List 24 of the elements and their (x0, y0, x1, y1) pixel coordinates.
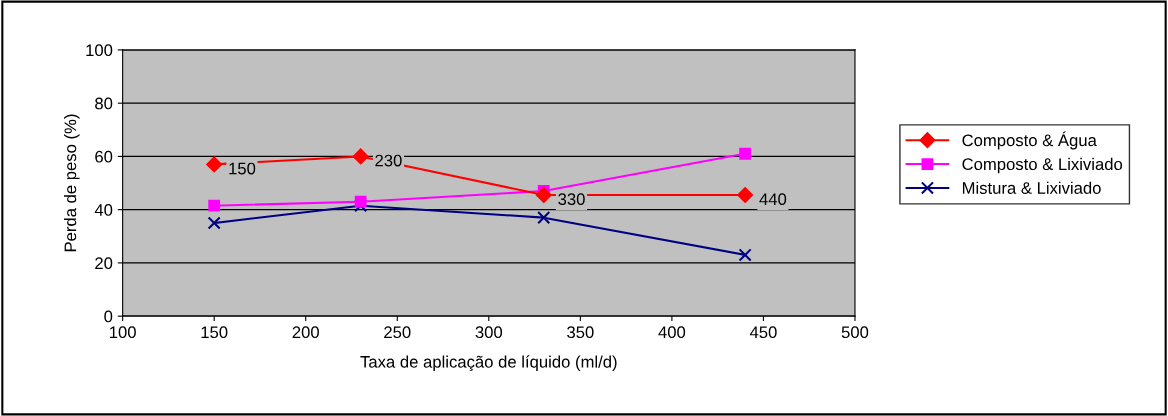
legend-label: Composto & Lixiviado (962, 157, 1123, 174)
annotation: 330 (558, 193, 585, 206)
y-tick-label: 0 (104, 310, 113, 323)
x-tick-label: 250 (384, 326, 411, 339)
x-tick-label: 300 (475, 326, 503, 339)
y-tick-label: 100 (86, 44, 113, 57)
x-tick-label: 150 (201, 326, 228, 339)
y-axis-title: Perda de peso (%) (64, 114, 80, 252)
x-tick-label: 100 (110, 326, 136, 339)
x-tick-label: 350 (567, 326, 594, 339)
annotation: 230 (375, 154, 402, 167)
x-tick-label: 450 (749, 326, 777, 339)
legend-label: Mistura & Lixiviado (962, 181, 1101, 194)
x-axis-title: Taxa de aplicação de líquido (ml/d) (360, 355, 617, 372)
y-tick-label: 20 (95, 257, 113, 270)
annotation: 440 (759, 193, 787, 206)
annotation: 150 (229, 162, 256, 175)
x-tick-label: 400 (658, 326, 686, 339)
y-tick-label: 40 (94, 204, 113, 216)
legend-label: Composto & Água (962, 131, 1097, 150)
y-tick-label: 80 (95, 97, 113, 110)
x-tick-label: 500 (841, 326, 869, 339)
y-tick-label: 60 (95, 150, 113, 163)
x-tick-label: 200 (292, 326, 319, 339)
